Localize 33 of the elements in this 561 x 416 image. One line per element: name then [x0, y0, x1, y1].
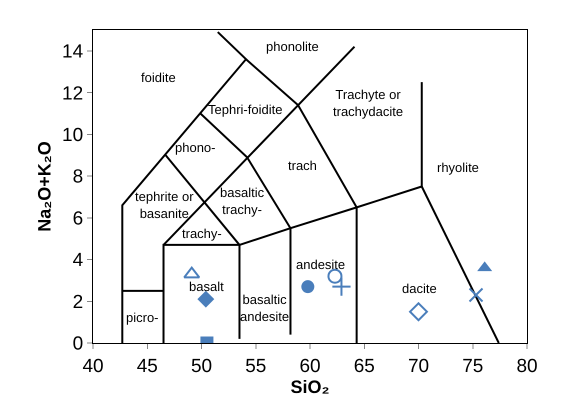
x-axis-title: SiO₂ [290, 376, 330, 397]
x-tick-label: 60 [299, 356, 321, 377]
y-axis-title: Na₂O+K₂O [34, 141, 54, 232]
y-tick-label: 12 [62, 83, 84, 104]
annotation: basalt [189, 279, 224, 294]
annotation: Tephri-foidite [208, 102, 282, 117]
annotation: trachy- [182, 226, 222, 241]
annotation: foidite [141, 70, 176, 85]
y-tick-label: 0 [72, 334, 84, 355]
annotation: phonolite [266, 39, 319, 54]
y-tick-label: 8 [72, 166, 84, 188]
y-tick-label: 4 [72, 250, 84, 272]
x-tick-label: 80 [516, 356, 538, 377]
annotation: picro- [126, 310, 159, 325]
annotation: Trachyte or trachydacite [333, 87, 404, 119]
x-tick-label: 55 [245, 356, 266, 377]
annotation: basaltic trachy- [220, 185, 265, 217]
y-tick-label: 10 [62, 124, 84, 146]
x-tick-label: 40 [82, 356, 104, 377]
annotation: trach [288, 158, 317, 173]
x-tick-label: 65 [354, 356, 375, 377]
y-tick-label: 14 [62, 42, 84, 63]
y-tick-label: 6 [72, 208, 84, 230]
x-tick-label: 50 [190, 356, 212, 377]
y-tick-label: 2 [72, 292, 84, 313]
x-tick-label: 45 [136, 356, 158, 377]
annotation: basaltic andesite [240, 292, 290, 324]
x-tick-label: 70 [408, 356, 430, 377]
x-tick-label: 75 [462, 356, 484, 377]
annotation: dacite [402, 281, 437, 296]
annotation: phono- [175, 140, 216, 155]
annotation: rhyolite [437, 160, 479, 175]
annotation: andesite [296, 257, 346, 272]
